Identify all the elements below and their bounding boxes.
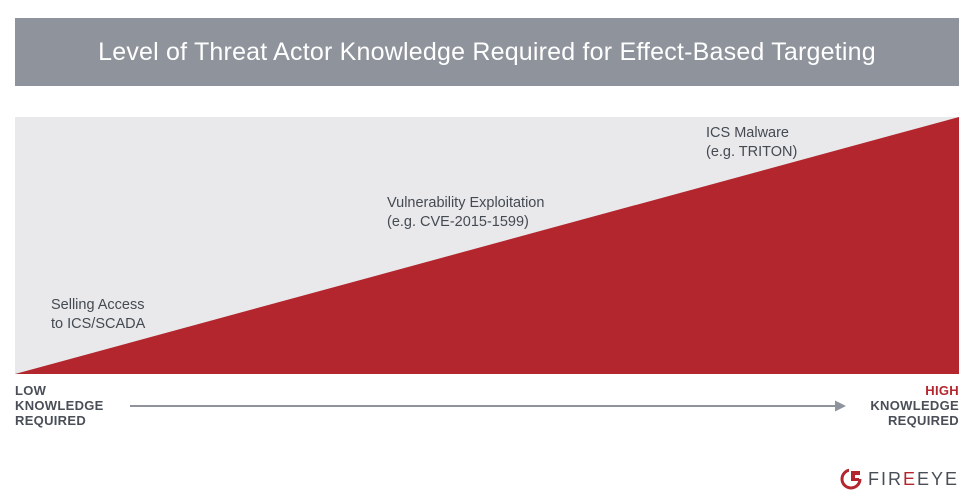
diagram-title: Level of Threat Actor Knowledge Required… bbox=[98, 37, 876, 66]
stage-selling-access: Selling Access to ICS/SCADA bbox=[51, 296, 145, 334]
axis-low-line3: REQUIRED bbox=[15, 413, 87, 428]
knowledge-arrow bbox=[130, 399, 846, 413]
axis-high-line2: KNOWLEDGE bbox=[870, 398, 959, 413]
axis-low-line1: LOW bbox=[15, 383, 47, 398]
stage-label-line1: ICS Malware bbox=[706, 125, 789, 141]
fireeye-logo: FIREEYE bbox=[840, 466, 959, 492]
axis-high-line1: HIGH bbox=[925, 383, 959, 398]
arrow-right-icon bbox=[130, 400, 846, 412]
logo-part1: FIR bbox=[867, 468, 903, 489]
stage-ics-malware: ICS Malware (e.g. TRITON) bbox=[706, 124, 797, 162]
axis-high-line3: REQUIRED bbox=[887, 413, 959, 428]
axis-low-label: LOW KNOWLEDGE REQUIRED bbox=[15, 383, 104, 428]
stage-label-line2: to ICS/SCADA bbox=[51, 316, 146, 332]
stage-label-line1: Vulnerability Exploitation bbox=[387, 195, 545, 211]
stage-label-line2: (e.g. CVE-2015-1599) bbox=[387, 214, 529, 230]
knowledge-wedge bbox=[15, 117, 959, 374]
stage-vulnerability-exploitation: Vulnerability Exploitation (e.g. CVE-201… bbox=[387, 194, 544, 232]
logo-part3: EYE bbox=[916, 468, 959, 489]
knowledge-diagram bbox=[15, 117, 959, 374]
title-bar: Level of Threat Actor Knowledge Required… bbox=[15, 18, 959, 86]
knowledge-wedge-graphic bbox=[15, 117, 959, 374]
fireeye-mark-icon bbox=[840, 468, 862, 490]
stage-label-line1: Selling Access bbox=[51, 297, 145, 313]
axis-high-label: HIGH KNOWLEDGE REQUIRED bbox=[870, 383, 959, 428]
stage-label-line2: (e.g. TRITON) bbox=[706, 144, 798, 160]
logo-wordmark: FIREEYE bbox=[868, 469, 959, 490]
logo-part2: E bbox=[902, 468, 917, 489]
axis-low-line2: KNOWLEDGE bbox=[15, 398, 104, 413]
